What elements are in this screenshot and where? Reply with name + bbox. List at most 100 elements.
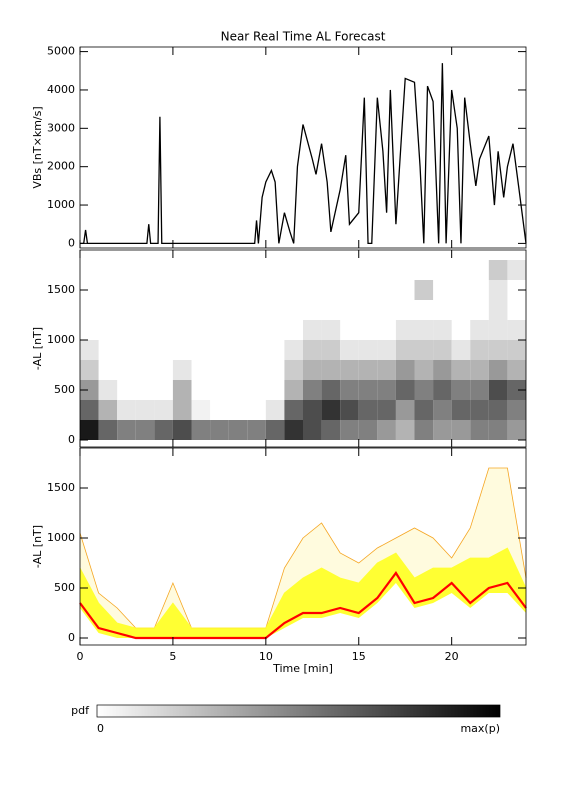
heat-cell: [98, 380, 118, 400]
heat-cell: [228, 420, 248, 440]
y-tick-label: 1000: [47, 531, 75, 544]
y-tick-label: 4000: [47, 83, 75, 96]
heat-cell: [247, 420, 266, 440]
heat-cell: [377, 360, 396, 380]
median-line: [79, 571, 527, 640]
y-tick-label: 1500: [47, 283, 75, 296]
heat-cell: [470, 380, 489, 400]
x-tick-label: 0: [77, 650, 84, 663]
heat-cell: [340, 380, 359, 400]
heat-cell: [433, 420, 452, 440]
heat-cell: [414, 380, 434, 400]
heat-cell: [488, 360, 508, 380]
heat-cell: [80, 400, 99, 420]
heat-cell: [451, 380, 471, 400]
heat-cell: [377, 380, 396, 400]
y-axis-label: -AL [nT]: [31, 327, 44, 370]
heat-cell: [172, 400, 192, 420]
heat-cell: [80, 360, 99, 380]
heat-cell: [507, 380, 526, 400]
heat-cell: [303, 340, 322, 360]
heat-cell: [377, 400, 396, 420]
heat-cell: [80, 340, 99, 360]
heat-cell: [303, 360, 322, 380]
heat-cell: [321, 360, 341, 380]
heat-cell: [284, 380, 303, 400]
heat-cell: [488, 280, 508, 300]
heat-cell: [265, 400, 285, 420]
heat-cell: [358, 380, 378, 400]
heat-cell: [395, 360, 415, 380]
heat-cell: [488, 400, 508, 420]
heat-cell: [265, 420, 285, 440]
colorbar-label: pdf: [71, 704, 90, 717]
heat-cell: [284, 340, 303, 360]
heat-cell: [414, 320, 434, 340]
heat-cell: [488, 300, 508, 320]
y-tick-label: 0: [68, 433, 75, 446]
heat-cell: [395, 420, 415, 440]
plot-frame: [79, 249, 527, 448]
band-edge: [79, 547, 527, 629]
y-tick-label: 0: [68, 236, 75, 249]
heat-cell: [451, 360, 471, 380]
outer-band: [80, 468, 526, 628]
heat-cell: [210, 420, 229, 440]
heat-cell: [488, 420, 508, 440]
heat-cell: [321, 400, 341, 420]
heat-cell: [284, 360, 303, 380]
heat-cell: [340, 400, 359, 420]
heat-cell: [395, 320, 415, 340]
heat-cell: [451, 340, 471, 360]
heat-cell: [395, 380, 415, 400]
heat-cell: [191, 400, 211, 420]
colorbar-tick-label: max(p): [460, 722, 500, 735]
heat-cell: [358, 420, 378, 440]
plot-frame: [79, 46, 527, 249]
y-tick-label: 3000: [47, 121, 75, 134]
heat-cell: [507, 360, 526, 380]
heat-cell: [80, 380, 99, 400]
heat-cell: [321, 320, 341, 340]
heat-cell: [470, 340, 489, 360]
x-tick-label: 20: [445, 650, 459, 663]
plot-frame: [79, 447, 527, 646]
heat-cell: [470, 420, 489, 440]
colorbar-tick-label: 0: [97, 722, 104, 735]
heat-cell: [98, 420, 118, 440]
heat-cell: [340, 340, 359, 360]
heat-cell: [172, 360, 192, 380]
heat-cell: [414, 420, 434, 440]
heat-cell: [395, 400, 415, 420]
heat-cell: [284, 420, 303, 440]
heat-cell: [284, 400, 303, 420]
y-tick-label: 500: [54, 383, 75, 396]
heat-cell: [488, 340, 508, 360]
heat-cell: [117, 400, 136, 420]
heat-cell: [414, 360, 434, 380]
heat-cell: [154, 420, 173, 440]
heat-cell: [321, 340, 341, 360]
heat-cell: [135, 420, 155, 440]
y-tick-label: 5000: [47, 45, 75, 58]
y-tick-label: 500: [54, 581, 75, 594]
x-tick-label: 15: [352, 650, 366, 663]
y-tick-label: 1000: [47, 198, 75, 211]
heat-cell: [488, 260, 508, 280]
y-tick-label: 1500: [47, 481, 75, 494]
heat-cell: [80, 420, 99, 440]
heat-cell: [433, 360, 452, 380]
heat-cell: [414, 400, 434, 420]
heat-cell: [377, 420, 396, 440]
heat-cell: [303, 320, 322, 340]
heat-cell: [414, 340, 434, 360]
heat-cell: [303, 420, 322, 440]
heat-cell: [488, 320, 508, 340]
heat-cell: [470, 400, 489, 420]
heat-cell: [414, 280, 434, 300]
heat-cell: [358, 360, 378, 380]
heat-cell: [433, 320, 452, 340]
heat-cell: [433, 400, 452, 420]
